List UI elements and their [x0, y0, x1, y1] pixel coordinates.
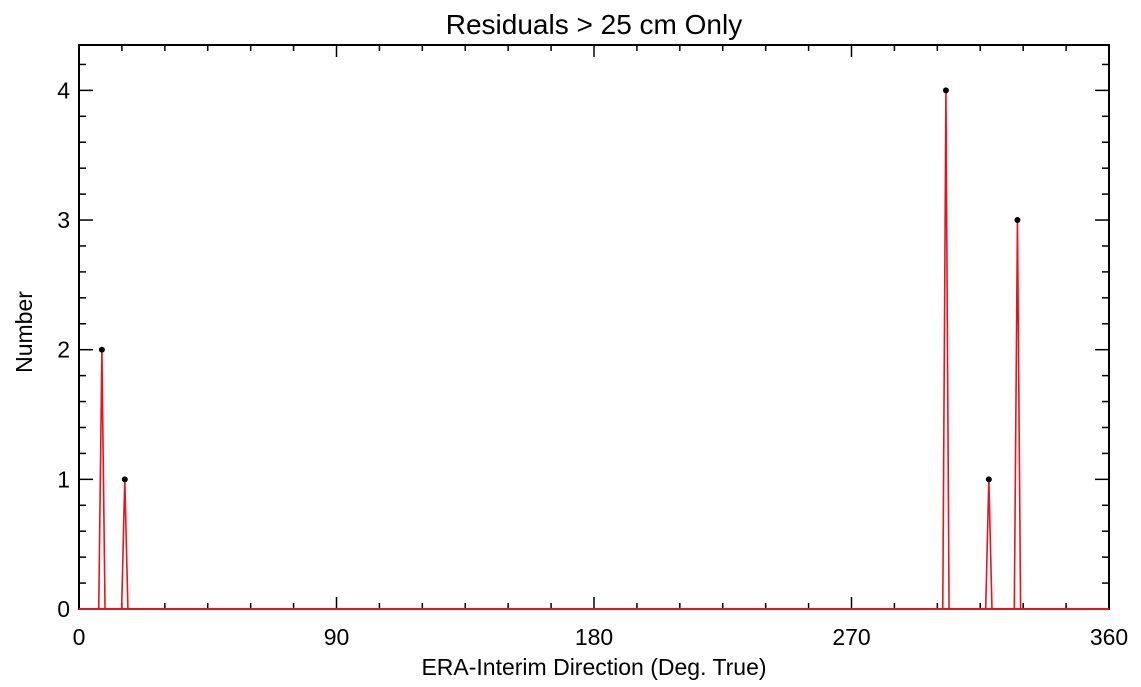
y-tick-label: 0: [57, 596, 70, 622]
y-axis-label: Number: [11, 291, 37, 373]
x-tick-label: 90: [324, 624, 350, 650]
series-spike: [97, 349, 106, 610]
chart-title: Residuals > 25 cm Only: [446, 9, 742, 40]
y-tick-label: 2: [57, 337, 70, 363]
y-tick-label: 4: [57, 77, 70, 103]
data-point: [1014, 217, 1021, 224]
x-tick-label: 0: [73, 624, 86, 650]
data-point: [985, 476, 992, 483]
x-tick-label: 270: [832, 624, 870, 650]
series-spike: [1013, 220, 1022, 610]
data-point: [98, 346, 105, 353]
x-tick-label: 360: [1090, 624, 1128, 650]
axis-ticks: [78, 45, 1110, 610]
series-spike: [984, 479, 993, 610]
series-residual-counts: [79, 87, 1109, 610]
data-point: [942, 87, 949, 94]
x-tick-label: 180: [575, 624, 613, 650]
plot-frame: [78, 44, 1110, 610]
x-axis-label: ERA-Interim Direction (Deg. True): [421, 654, 766, 680]
series-spike: [941, 90, 950, 610]
series-spike: [120, 479, 129, 610]
y-tick-label: 1: [57, 466, 70, 492]
data-point: [121, 476, 128, 483]
y-tick-label: 3: [57, 207, 70, 233]
